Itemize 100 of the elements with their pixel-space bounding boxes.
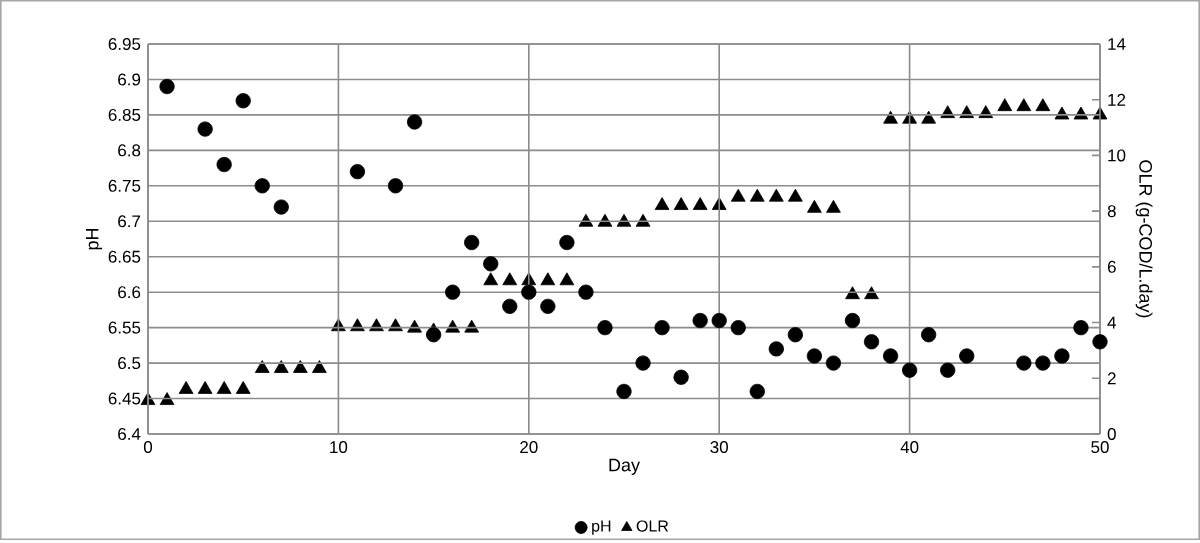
point [806,348,823,364]
point [997,98,1013,112]
point [940,362,956,378]
point [807,200,822,213]
point [483,256,499,272]
y-tick-label: 6.6 [118,286,141,299]
point [597,320,613,336]
point [616,384,632,400]
point [787,327,803,343]
point [597,214,613,227]
point [711,313,727,329]
point [1035,98,1051,112]
point [159,79,175,95]
y2-tick-label: 8 [1107,205,1116,218]
point [1073,106,1089,120]
point [578,284,594,300]
point [768,189,784,202]
y2-tick-label: 4 [1107,316,1117,329]
point [521,284,537,300]
point [921,111,936,124]
point [883,111,898,124]
point [1054,106,1070,120]
point [559,272,575,286]
point [540,272,556,286]
point [788,189,803,202]
point [350,318,365,332]
y-tick-label: 6.5 [118,357,141,370]
x-tick-label: 0 [143,441,153,454]
point [235,381,251,395]
point [635,214,651,227]
point [464,319,480,333]
y-tick-label: 6.7 [118,215,141,228]
point [749,384,765,400]
point [502,272,518,286]
point [445,319,460,333]
y-tick-label: 6.55 [108,321,141,334]
y-tick-label: 6.75 [108,180,141,193]
point [254,178,270,194]
point [616,214,632,227]
point [921,327,937,343]
point [844,313,861,329]
point [730,320,746,336]
point [673,369,689,386]
x-tick-label: 30 [710,441,728,454]
y-tick-label: 6.85 [108,109,141,122]
point [845,286,860,300]
y2-tick-label: 14 [1108,38,1126,51]
point [654,197,670,211]
y2-tick-label: 2 [1107,372,1116,385]
point [654,320,670,336]
point [1016,98,1032,112]
point [273,199,289,215]
point [292,360,308,374]
y2-axis-title: OLR (g-COD/L.day) [1135,160,1153,318]
point [1073,320,1089,336]
point [159,392,175,406]
point [559,235,575,251]
legend-label: pH [592,520,611,536]
point [445,284,461,300]
y-tick-label: 6.4 [118,428,141,441]
legend-label: OLR [636,520,669,532]
point [369,318,384,332]
point [235,93,251,109]
y-tick-label: 6.8 [118,144,141,157]
point [216,157,232,173]
point [959,348,975,364]
point [387,178,404,194]
point [692,197,708,211]
point [882,348,899,364]
point [749,189,765,202]
y-tick-label: 6.65 [108,250,141,263]
point [863,334,880,350]
point [902,362,918,378]
point [540,298,556,315]
point [388,318,403,332]
point [483,272,499,286]
point [1092,334,1108,350]
point [254,360,270,374]
point [635,355,651,371]
y-tick-label: 6.95 [108,38,141,51]
y-tick-label: 6.45 [108,392,141,405]
y-axis-title: pH [85,229,103,250]
point [426,327,442,343]
x-tick-label: 20 [520,441,538,454]
point [864,286,879,300]
point [730,189,746,202]
point [673,197,689,211]
x-tick-label: 40 [900,441,919,454]
point [1016,355,1032,371]
x-axis-title: Day [609,459,640,476]
point [1054,348,1070,364]
y2-tick-label: 10 [1108,149,1126,162]
point [464,235,480,251]
y-tick-label: 6.9 [118,73,141,86]
point [902,111,917,124]
point [578,214,594,227]
point [349,164,366,180]
point [406,114,423,130]
point [1035,355,1051,371]
point [407,319,422,333]
